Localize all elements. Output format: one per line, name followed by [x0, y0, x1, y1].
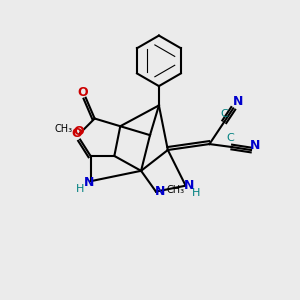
Text: H: H: [76, 184, 84, 194]
Text: CH₃: CH₃: [166, 185, 184, 195]
Text: C: C: [226, 133, 234, 143]
Text: N: N: [184, 178, 194, 192]
Text: H: H: [192, 188, 200, 198]
Text: CH₃: CH₃: [54, 124, 73, 134]
Text: N: N: [232, 95, 243, 108]
Text: N: N: [84, 176, 94, 189]
Text: O: O: [73, 125, 84, 138]
Text: O: O: [72, 127, 83, 140]
Text: N: N: [155, 184, 166, 198]
Text: O: O: [77, 86, 88, 99]
Text: C: C: [220, 109, 228, 119]
Text: N: N: [250, 139, 261, 152]
